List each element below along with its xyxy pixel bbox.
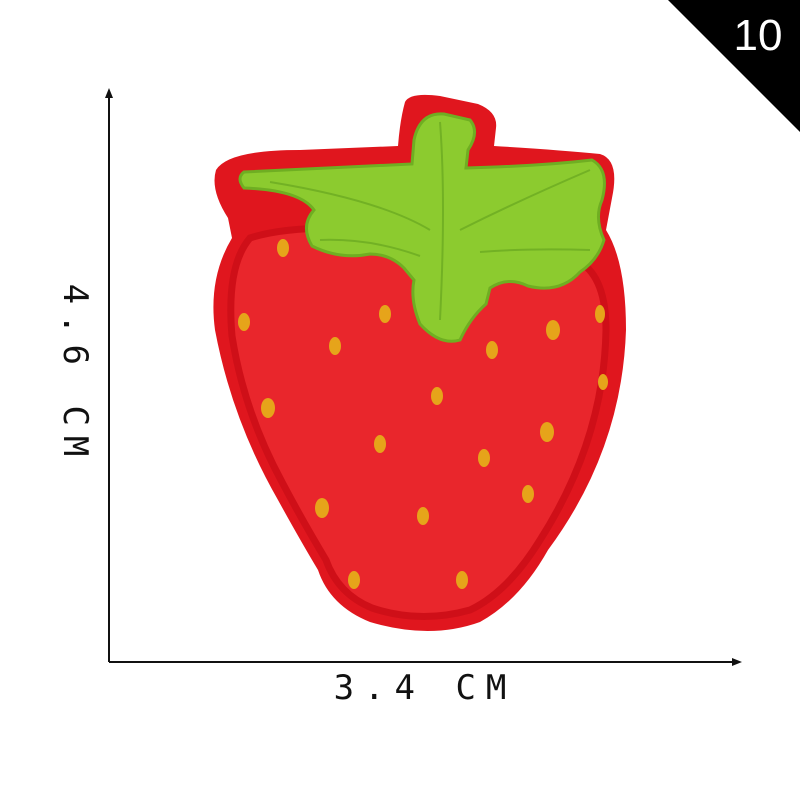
strawberry-leaves — [238, 112, 606, 343]
badge-number: 10 — [733, 11, 783, 60]
strawberry-seeds — [238, 239, 608, 589]
width-label: 3.4 CM — [333, 668, 517, 708]
right-arrow-icon — [732, 658, 742, 666]
leaf-texture — [269, 121, 591, 321]
up-arrow-icon — [105, 88, 113, 98]
corner-triangle — [668, 0, 800, 132]
